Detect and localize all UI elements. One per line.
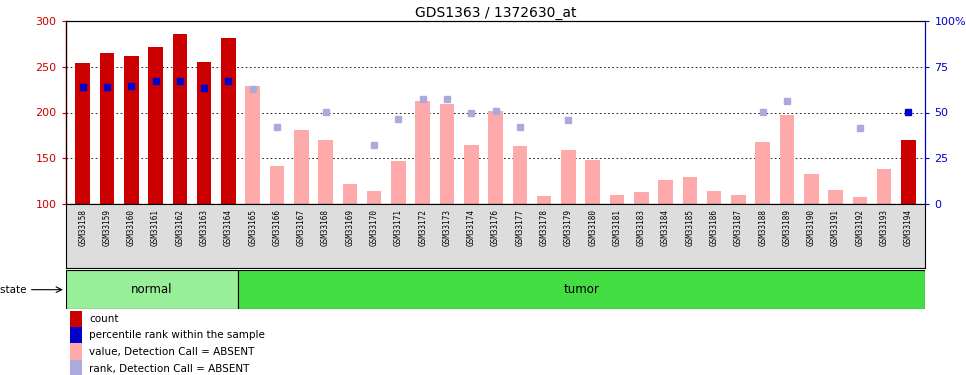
Bar (75, 63, 90, 204)
Bar (343, 184, 357, 204)
Text: count: count (89, 314, 119, 324)
Bar (780, 115, 794, 204)
Text: GSM33158: GSM33158 (78, 210, 87, 246)
Text: GSM33188: GSM33188 (758, 210, 767, 246)
Text: GSM33166: GSM33166 (272, 210, 281, 246)
Bar (197, 62, 212, 204)
Text: GSM33173: GSM33173 (442, 210, 451, 246)
Title: GDS1363 / 1372630_at: GDS1363 / 1372630_at (414, 6, 577, 20)
Bar (464, 145, 478, 204)
Text: tumor: tumor (563, 283, 600, 296)
Text: disease state: disease state (0, 285, 26, 295)
Text: normal: normal (131, 283, 172, 296)
Text: GSM33163: GSM33163 (200, 210, 209, 246)
Bar (658, 180, 673, 204)
Bar (440, 104, 454, 204)
Bar (537, 196, 552, 204)
Bar (683, 177, 697, 204)
Bar (877, 170, 892, 204)
Text: GSM33162: GSM33162 (176, 210, 185, 246)
Bar (318, 140, 333, 204)
Text: GSM33191: GSM33191 (831, 210, 840, 246)
Bar (901, 140, 916, 204)
Text: GSM33160: GSM33160 (127, 210, 136, 246)
Bar (853, 197, 867, 204)
Bar (238, 270, 925, 309)
Bar (731, 195, 746, 204)
Bar (99, 53, 114, 204)
Bar (367, 190, 382, 204)
Text: GSM33187: GSM33187 (734, 210, 743, 246)
Text: GSM33168: GSM33168 (321, 210, 330, 246)
Bar (70, 343, 82, 361)
Bar (585, 160, 600, 204)
Bar (221, 38, 236, 204)
Bar (561, 150, 576, 204)
Bar (488, 111, 503, 204)
Bar (513, 147, 527, 204)
Text: GSM33181: GSM33181 (612, 210, 621, 246)
Bar (707, 190, 722, 204)
Text: GSM33178: GSM33178 (540, 210, 549, 246)
Text: rank, Detection Call = ABSENT: rank, Detection Call = ABSENT (89, 364, 249, 374)
Bar (245, 86, 260, 204)
Bar (415, 102, 430, 204)
Text: GSM33172: GSM33172 (418, 210, 427, 246)
Bar (124, 57, 138, 204)
Bar (66, 270, 238, 309)
Text: GSM33189: GSM33189 (782, 210, 791, 246)
Bar (804, 174, 818, 204)
Text: GSM33190: GSM33190 (807, 210, 815, 246)
Bar (70, 327, 82, 344)
Text: GSM33183: GSM33183 (637, 210, 646, 246)
Text: value, Detection Call = ABSENT: value, Detection Call = ABSENT (89, 347, 254, 357)
Text: GSM33159: GSM33159 (102, 210, 111, 246)
Bar (391, 161, 406, 204)
Text: GSM33167: GSM33167 (297, 210, 306, 246)
Text: GSM33184: GSM33184 (661, 210, 670, 246)
Text: GSM33179: GSM33179 (564, 210, 573, 246)
Bar (755, 142, 770, 204)
Text: GSM33165: GSM33165 (248, 210, 257, 246)
Text: GSM33194: GSM33194 (904, 210, 913, 246)
Text: GSM33192: GSM33192 (855, 210, 865, 246)
Text: GSM33177: GSM33177 (515, 210, 525, 246)
Bar (610, 195, 624, 204)
Text: GSM33185: GSM33185 (685, 210, 695, 246)
Bar (148, 47, 163, 204)
Text: GSM33164: GSM33164 (224, 210, 233, 246)
Bar (173, 34, 187, 204)
Bar (828, 190, 843, 204)
Text: GSM33161: GSM33161 (151, 210, 160, 246)
Text: GSM33171: GSM33171 (394, 210, 403, 246)
Bar (634, 192, 648, 204)
Text: percentile rank within the sample: percentile rank within the sample (89, 330, 265, 340)
Text: GSM33169: GSM33169 (345, 210, 355, 246)
Bar (270, 166, 284, 204)
Text: GSM33186: GSM33186 (710, 210, 719, 246)
Bar (294, 130, 308, 204)
Bar (70, 310, 82, 328)
Bar (70, 360, 82, 375)
Text: GSM33176: GSM33176 (491, 210, 500, 246)
Text: GSM33170: GSM33170 (370, 210, 379, 246)
Text: GSM33174: GSM33174 (467, 210, 476, 246)
Text: GSM33180: GSM33180 (588, 210, 597, 246)
Text: GSM33193: GSM33193 (880, 210, 889, 246)
